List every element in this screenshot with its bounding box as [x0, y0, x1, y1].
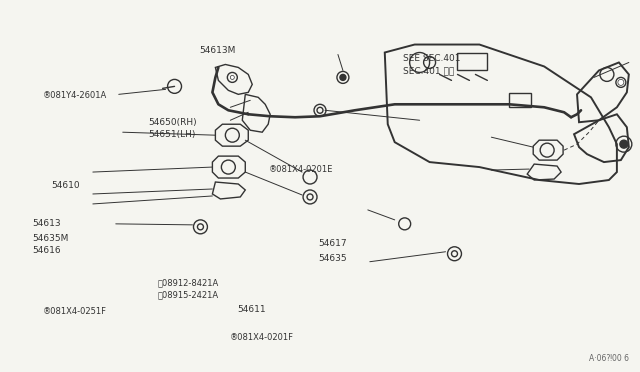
- Text: 54635: 54635: [319, 254, 348, 263]
- Text: 54617: 54617: [319, 239, 348, 248]
- Text: 54635M: 54635M: [32, 234, 68, 243]
- Text: 54613: 54613: [32, 219, 60, 228]
- Text: 54613M: 54613M: [199, 46, 236, 55]
- Text: ®081X4-0201E: ®081X4-0201E: [269, 165, 333, 174]
- Text: 54650(RH): 54650(RH): [148, 119, 196, 128]
- Text: SEE SEC.401: SEE SEC.401: [403, 54, 460, 62]
- Text: 54651(LH): 54651(LH): [148, 130, 195, 140]
- Text: 54610: 54610: [51, 182, 79, 190]
- Text: Ⓡ08915-2421A: Ⓡ08915-2421A: [157, 291, 218, 300]
- Circle shape: [230, 76, 234, 79]
- Text: ®081Y4-2601A: ®081Y4-2601A: [43, 91, 107, 100]
- Text: 54616: 54616: [32, 246, 60, 255]
- Text: ®081X4-0201F: ®081X4-0201F: [230, 333, 294, 343]
- Text: ®081X4-0251F: ®081X4-0251F: [43, 307, 107, 316]
- Circle shape: [340, 74, 346, 80]
- Circle shape: [620, 140, 628, 148]
- Text: 54611: 54611: [237, 305, 266, 314]
- Text: A·06⁈00 6: A·06⁈00 6: [589, 355, 629, 363]
- Text: SEC.401 参照: SEC.401 参照: [403, 67, 454, 76]
- Circle shape: [618, 79, 624, 86]
- Text: Ⓡ08912-8421A: Ⓡ08912-8421A: [157, 279, 219, 288]
